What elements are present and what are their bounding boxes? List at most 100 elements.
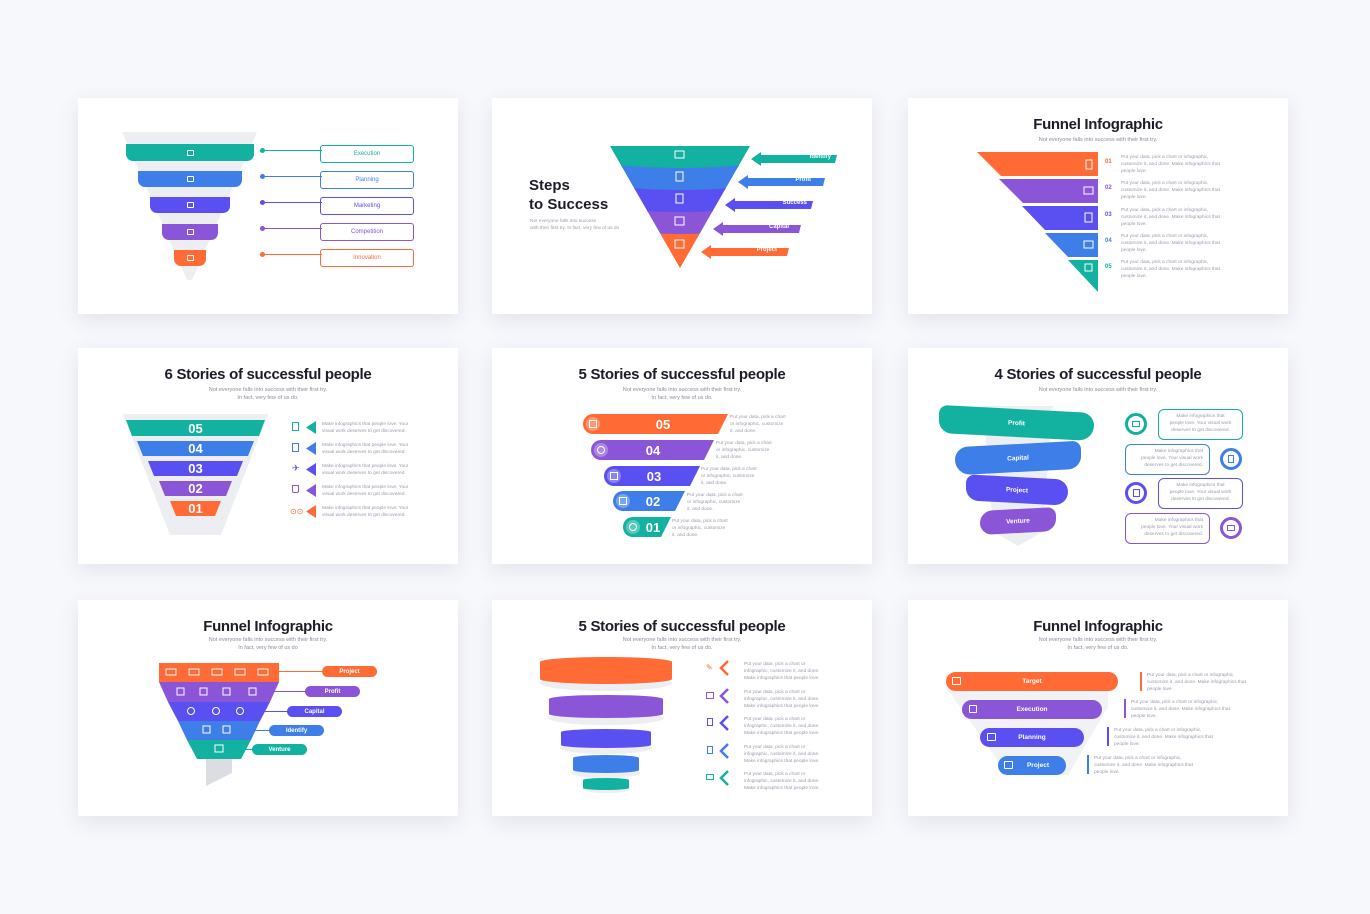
pill-execution[interactable]: Execution — [962, 700, 1102, 719]
slide-6-stories[interactable]: 6 Stories of successful people Not every… — [78, 348, 458, 564]
compass-icon — [597, 446, 605, 454]
item-number: 04 — [1105, 238, 1112, 244]
pill-profit[interactable]: Profit — [939, 404, 1094, 442]
label-pill-identify[interactable]: Identify — [269, 725, 324, 736]
pill-project[interactable]: Project — [998, 756, 1066, 775]
label-box-marketing[interactable]: Marketing — [320, 197, 414, 215]
slide-title: 5 Stories of successful people — [578, 366, 786, 383]
bar-tier-03: 03 — [604, 466, 700, 486]
arrow-capital[interactable]: Capital — [713, 222, 801, 236]
slide-subtitle: Not everyone falls into success with the… — [208, 637, 328, 651]
item-text: Make infographics that people love. Your… — [322, 422, 409, 434]
slide-funnel-infographic-icons[interactable]: Funnel Infographic Not everyone falls in… — [78, 600, 458, 816]
connector-line — [279, 671, 323, 672]
calendar-clock-icon — [1004, 761, 1013, 769]
funnel-tier-1 — [126, 144, 254, 161]
label-pill-profit[interactable]: Profit — [305, 686, 360, 697]
connector-line — [240, 749, 253, 750]
arrow-profit[interactable]: Profit — [738, 175, 825, 189]
label-box-innovation[interactable]: Innovation — [320, 249, 414, 267]
slide-subtitle: Not everyone falls into success with the… — [1038, 637, 1158, 651]
tier-number: 05 — [655, 416, 671, 432]
slide-subtitle: Not everyone falls into success with the… — [208, 387, 328, 401]
document-icon — [1220, 448, 1242, 470]
pill-label: Execution — [1016, 706, 1048, 713]
connector-line — [260, 228, 322, 229]
slide-funnel-infographic-numbered[interactable]: Funnel Infographic Not everyone falls in… — [908, 98, 1288, 314]
id-card-icon — [675, 193, 684, 204]
pill-label: Target — [1022, 678, 1042, 685]
arrow-project[interactable]: Project — [701, 245, 789, 259]
slide-funnel-infographic-pills[interactable]: Funnel Infographic Not everyone falls in… — [908, 600, 1288, 816]
slide-title: 4 Stories of successful people — [994, 366, 1202, 383]
right-triangle-funnel — [977, 152, 1098, 292]
label-pill-venture[interactable]: Venture — [252, 744, 307, 755]
item-text: Put your data, pick a chart or infograph… — [1131, 700, 1230, 719]
edit-icon — [610, 472, 618, 480]
clipboard-icon — [707, 718, 713, 726]
subtitle-line-2: with their first try. In fact, very few … — [530, 226, 620, 231]
tier-number: 04 — [645, 442, 661, 458]
funnel-tier-3 — [150, 197, 230, 213]
funnel-tier-2 — [138, 171, 242, 187]
label-box-competition[interactable]: Competition — [320, 223, 414, 241]
tier-number: 02 — [645, 493, 661, 509]
arrow-label: Profit — [795, 177, 811, 183]
item-text: Put your data, pick a chart or infographi… — [744, 662, 820, 681]
icon-funnel — [159, 663, 279, 786]
item-number: 01 — [1105, 159, 1112, 165]
label-pill-project[interactable]: Project — [322, 666, 377, 677]
item-text: Put your data, pick a chart or infograph… — [1121, 208, 1220, 227]
inverted-triangle-funnel — [610, 146, 750, 268]
bar-tier-04: 04 — [591, 440, 714, 460]
callout-box: Make infographics that people love. Your … — [1125, 513, 1210, 544]
pill-target[interactable]: Target — [946, 672, 1118, 691]
arrow-success[interactable]: Success — [725, 198, 813, 212]
title-line-2: to Success — [529, 196, 609, 213]
pill-project[interactable]: Project — [966, 474, 1068, 506]
slide-5-stories-bars[interactable]: 5 Stories of successful people Not every… — [492, 348, 872, 564]
slide-5-stories-discs[interactable]: 5 Stories of successful people Not every… — [492, 600, 872, 816]
open-mail-icon — [1083, 240, 1094, 249]
pill-planning[interactable]: Planning — [980, 728, 1084, 747]
clipboard-icon — [619, 497, 627, 505]
tier-number: 04 — [188, 441, 203, 456]
pill-label: Capital — [1007, 453, 1029, 463]
label-box-execution[interactable]: Execution — [320, 145, 414, 163]
slide-subtitle: Not everyone falls into success with the… — [1038, 137, 1158, 143]
label-pill-capital[interactable]: Capital — [287, 706, 342, 717]
item-text: Put your data, pick a chart or infograph… — [1121, 155, 1220, 174]
briefcase-icon — [987, 733, 996, 741]
arrow-identify[interactable]: Identify — [751, 152, 837, 166]
pill-venture[interactable]: Venture — [980, 507, 1056, 535]
plane-icon: ✈ — [292, 463, 300, 473]
copy-icon — [707, 746, 713, 754]
bar-tier-05: 05 — [583, 414, 728, 434]
arrow-label: Success — [782, 200, 807, 206]
item-text: Put your data, pick a chart or infographi… — [744, 717, 820, 736]
slide-subtitle: Not everyone falls into success with the… — [530, 218, 619, 232]
slide-title: Steps to Success — [529, 176, 608, 214]
callout-box: Make infographics that people love. Your … — [1158, 478, 1243, 509]
slide-steps-to-success[interactable]: Steps to Success Not everyone falls into… — [492, 98, 872, 314]
pill-label: Planning — [1018, 734, 1046, 741]
slide-title: Funnel Infographic — [203, 618, 333, 635]
briefcase-icon — [674, 150, 685, 159]
item-text: Put your data, pick a chart or infograph… — [1121, 260, 1220, 279]
slide-funnel-labels[interactable]: Execution Planning Marketing Competition… — [78, 98, 458, 314]
note-icon — [1125, 482, 1147, 504]
label-box-planning[interactable]: Planning — [320, 171, 414, 189]
divider-bar — [1107, 727, 1109, 746]
arrow-label: Project — [756, 247, 777, 253]
divider-bar — [1087, 755, 1089, 774]
slide-4-stories[interactable]: 4 Stories of successful people Not every… — [908, 348, 1288, 564]
tier-number: 03 — [646, 468, 662, 484]
item-text: Put your data, pick a chart or infographi… — [701, 467, 757, 486]
tier-number: 02 — [188, 481, 203, 496]
card-icon — [1220, 517, 1242, 539]
pill-capital[interactable]: Capital — [955, 440, 1081, 476]
item-text: Put your data, pick a chart or infographi… — [744, 745, 820, 764]
callout-box: Make infographics that people love. Your … — [1158, 409, 1243, 440]
item-text: Put your data, pick a chart or infograph… — [1121, 181, 1220, 200]
calendar-icon — [186, 149, 194, 156]
